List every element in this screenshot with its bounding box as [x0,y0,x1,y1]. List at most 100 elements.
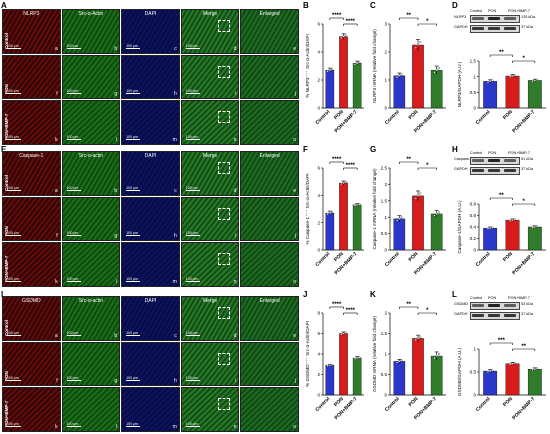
row-label: PON [4,371,9,382]
scale-label: 100 μm [7,231,19,236]
data-point [535,78,539,81]
significance-label: **** [332,157,342,163]
micrograph-tile: Src-α-Actin b 100 μm [61,9,121,54]
y-axis-label: NLRP3/GAPDH (A.U.) [457,61,462,107]
scale-bar [7,47,21,49]
scale-bar [126,425,141,427]
data-point [491,369,494,372]
y-tick-label: 1 [473,74,476,79]
micrograph-tile: g 100 μm [61,341,121,387]
scale-bar [66,93,81,95]
band-name: GAPDH [454,167,468,171]
y-tick-label: 0.5 [470,370,477,375]
data-point [437,352,440,356]
micrograph-tile: i 100 μm [180,341,240,387]
tile-letter: f [56,233,58,240]
micrograph-tile: l 100 μm [61,242,121,287]
bar [393,75,406,109]
y-axis-label: Caspase-1 mRNA (relative fold change) [372,168,377,249]
tile-letter: o [293,423,296,430]
band [472,168,484,172]
scale-bar [7,334,21,336]
zoom-box [217,65,230,78]
tile-letter: a [54,187,58,194]
data-point [435,354,438,358]
scale-bar [185,334,200,336]
bar [339,333,348,396]
tile-letter: i [235,91,237,98]
y-tick-label: 2 [384,311,387,316]
band [488,158,500,162]
data-point [396,76,399,79]
data-point [326,213,329,216]
column-title: Merge [203,153,218,159]
scale-bar [7,235,21,237]
scale-label: 100 μm [126,134,138,139]
tile-letter: b [114,332,118,339]
panel-letter-j: J [303,290,308,299]
y-tick-label: 0.6 [470,213,477,218]
significance-label: ** [499,193,504,199]
scale-bar [126,138,141,140]
scale-label: 100 μm [66,89,79,94]
column-title: DAPI [144,298,157,304]
y-axis-label: GSDMD mRNA (relative fold change) [372,316,377,392]
data-point [353,357,357,360]
micrograph-tile: Src-α-actin b 100 μm [61,296,121,341]
bar [505,75,520,109]
scale-bar [185,47,200,49]
tile-letter: l [116,423,118,430]
y-tick-label: 6 [317,22,320,27]
bar [527,226,542,251]
lane-label: PON [488,296,497,300]
micrograph-tile: Caspase-1 a 100 μm [2,151,61,196]
micrograph-tile: Merge d 100 μm [180,296,240,341]
data-point [509,363,512,366]
scale-label: 100 μm [185,376,198,381]
data-point [511,362,514,365]
micrograph-tile: k 100 μm [2,387,61,432]
data-point [416,43,420,47]
band-name: GAPDH [454,312,468,316]
panel-letter-f: F [303,145,308,154]
panel-letter-e: E [1,145,7,154]
micrograph-grid-nlrp3: NLRP3 a 100 μm Src-α-Actin b 100 μm DAPI c 100 μ… [2,9,300,146]
significance-label: ** [406,13,411,19]
scale-bar [185,425,200,427]
tile-letter: d [233,45,237,52]
scale-label: 100 μm [66,421,79,426]
significance-label: * [522,56,525,62]
tile-letter: d [233,332,237,339]
data-point [353,63,357,66]
data-point [358,356,361,359]
micrograph-tile: h 100 μm [121,196,180,242]
band [488,313,500,317]
data-point [491,226,494,229]
band [504,313,516,317]
data-point [435,69,438,72]
tile-letter: c [174,187,177,194]
y-tick-label: 0.5 [381,372,388,377]
western-blot-nlrp3: Control PON PON+BMP-7 NLRP3 125 kDa GAPDH 37 k… [454,9,550,45]
panel-letter-d: D [452,1,458,10]
data-point [511,74,514,78]
y-axis-label: % GSDMD⁺⁺⁺ Src-α-Actin/DAPI [305,321,310,387]
data-point [486,370,490,373]
micrograph-tile: n 100 μm [180,242,240,287]
data-point [416,194,420,197]
tile-letter: h [174,233,177,240]
band [472,26,484,30]
lane-label: PON+BMP-7 [508,296,531,300]
bar [430,213,443,251]
lane-label: Control [470,9,483,13]
scale-bar [185,189,200,191]
scale-bar [66,138,81,140]
scale-label: 100 μm [126,330,138,335]
significance-label: **** [332,13,342,19]
bar [412,195,424,251]
column-title: DAPI [144,11,157,17]
band-name: NLRP3 [454,15,467,19]
y-tick-label: 3 [384,22,387,27]
band [488,16,500,20]
lane-label: PON [488,9,497,13]
